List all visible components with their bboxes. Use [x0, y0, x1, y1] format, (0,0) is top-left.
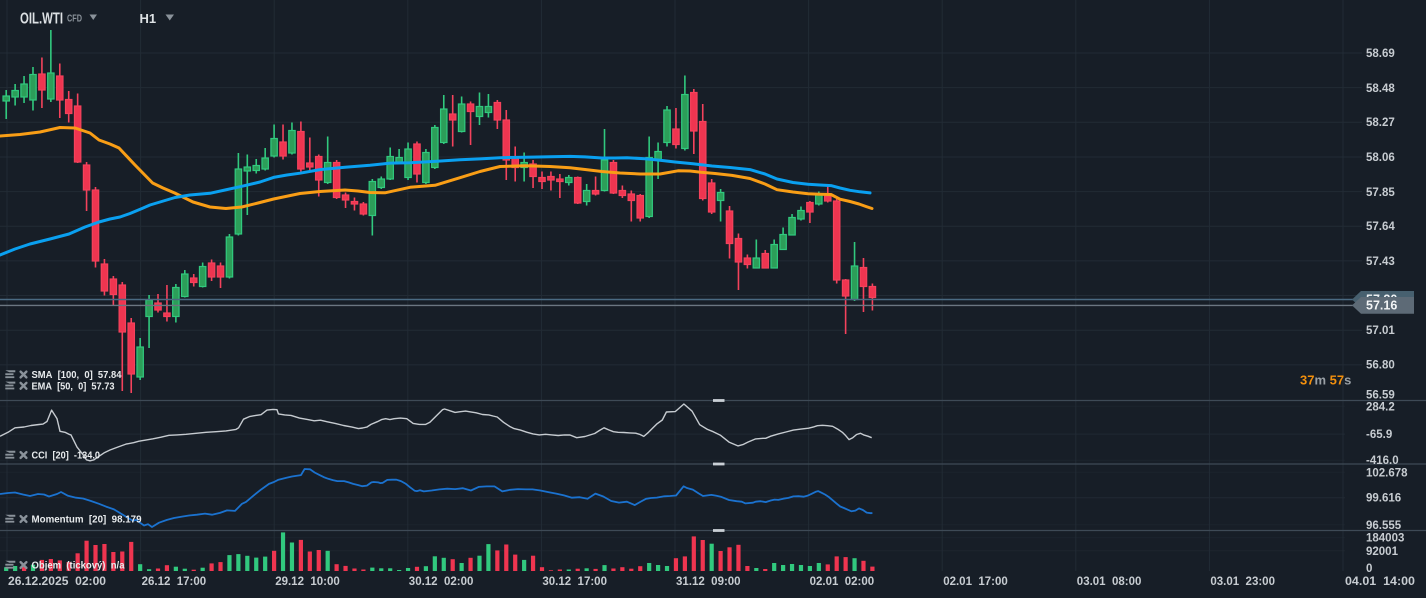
svg-text:H1: H1: [140, 11, 157, 26]
svg-text:CCI [20] -134.0: CCI [20] -134.0: [32, 450, 101, 462]
svg-text:26.12.2025 02:00: 26.12.2025 02:00: [8, 576, 106, 588]
svg-text:96.555: 96.555: [1366, 520, 1402, 532]
svg-text:EMA [50, 0] 57.73: EMA [50, 0] 57.73: [32, 380, 115, 392]
svg-text:58.06: 58.06: [1366, 152, 1395, 164]
svg-text:02.01 17:00: 02.01 17:00: [943, 576, 1008, 588]
svg-text:31.12 09:00: 31.12 09:00: [676, 576, 741, 588]
svg-text:284.2: 284.2: [1366, 401, 1395, 413]
svg-text:37m 57s: 37m 57s: [1300, 373, 1351, 388]
svg-text:0: 0: [1366, 563, 1372, 575]
svg-text:58.48: 58.48: [1366, 83, 1395, 95]
svg-text:184003: 184003: [1366, 533, 1404, 545]
svg-text:SMA [100, 0] 57.84: SMA [100, 0] 57.84: [32, 369, 122, 381]
svg-text:04.01 14:00: 04.01 14:00: [1345, 576, 1415, 588]
svg-text:03.01 08:00: 03.01 08:00: [1077, 576, 1142, 588]
svg-text:57.16: 57.16: [1366, 299, 1397, 313]
svg-text:30.12 17:00: 30.12 17:00: [542, 576, 607, 588]
svg-text:57.01: 57.01: [1366, 325, 1395, 337]
svg-text:57.85: 57.85: [1366, 187, 1395, 199]
svg-text:30.12 02:00: 30.12 02:00: [409, 576, 474, 588]
svg-text:-416.0: -416.0: [1366, 455, 1399, 467]
svg-text:OIL.WTI: OIL.WTI: [20, 11, 63, 28]
svg-text:102.678: 102.678: [1366, 467, 1408, 479]
svg-text:03.01 23:00: 03.01 23:00: [1210, 576, 1275, 588]
svg-text:26.12 17:00: 26.12 17:00: [142, 576, 207, 588]
svg-text:56.59: 56.59: [1366, 390, 1395, 402]
svg-text:58.27: 58.27: [1366, 117, 1395, 129]
svg-text:-65.9: -65.9: [1366, 429, 1392, 441]
svg-text:57.64: 57.64: [1366, 221, 1395, 233]
svg-text:Momentum [20] 98.179: Momentum [20] 98.179: [32, 514, 142, 526]
svg-text:57.43: 57.43: [1366, 256, 1395, 268]
svg-text:02.01 02:00: 02.01 02:00: [810, 576, 875, 588]
svg-text:57.20: 57.20: [1366, 293, 1397, 307]
svg-text:56.80: 56.80: [1366, 360, 1395, 372]
svg-text:58.69: 58.69: [1366, 48, 1395, 60]
svg-text:99.616: 99.616: [1366, 493, 1401, 505]
svg-text:92001: 92001: [1366, 546, 1399, 558]
svg-text:CFD: CFD: [67, 14, 82, 25]
svg-text:Objem (tickový) n/a: Objem (tickový) n/a: [32, 560, 125, 572]
svg-text:29.12 10:00: 29.12 10:00: [275, 576, 340, 588]
